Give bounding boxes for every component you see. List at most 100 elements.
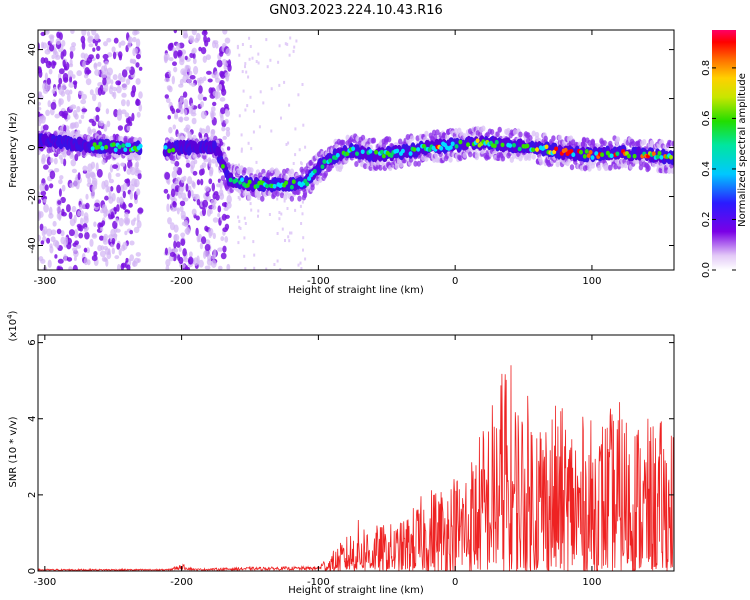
spectrogram-noise-blob: [199, 242, 203, 250]
spectrogram-noise-blob: [58, 77, 63, 85]
spectrogram-faint-dot: [246, 104, 249, 108]
spectrogram-halo-blob: [171, 155, 176, 162]
spectrogram-peak-blob: [408, 151, 413, 156]
spectrogram-halo-blob: [489, 129, 495, 135]
spectrogram-peak-blob: [535, 147, 539, 152]
spectrogram-faint-dot: [249, 202, 252, 206]
spectrogram-noise-blob: [84, 67, 90, 76]
spectrogram-noise-blob: [80, 99, 87, 105]
spectrogram-noise-blob: [205, 192, 210, 197]
spectrogram-peak-blob: [669, 155, 673, 160]
spectrogram-noise-blob: [66, 93, 71, 102]
spectrogram-noise-blob: [68, 266, 73, 270]
y-tick-label: 20: [27, 92, 38, 105]
spectrogram-halo-blob: [557, 134, 563, 141]
spectrogram-noise-blob: [63, 124, 67, 133]
spectrogram-noise-blob: [98, 120, 104, 127]
spectrogram-noise-blob: [200, 178, 204, 186]
spectrogram-noise-blob: [103, 41, 108, 47]
spectrogram-halo-blob: [569, 164, 575, 171]
spectrogram-halo-blob: [410, 135, 415, 142]
spectrogram-noise-blob: [174, 248, 179, 253]
spectrogram-noise-blob: [48, 34, 55, 40]
spectrogram-peak-blob: [104, 144, 109, 150]
spectrogram-faint-dot: [240, 133, 243, 137]
spectrogram-noise-blob: [127, 40, 132, 49]
spectrogram-halo-blob: [302, 192, 308, 199]
spectrogram-halo-blob: [399, 161, 404, 168]
spectrogram-peak-blob: [512, 143, 516, 148]
spectrogram-faint-dot: [251, 56, 254, 60]
spectrogram-noise-blob: [103, 257, 108, 262]
spectrogram-noise-blob: [70, 30, 75, 34]
spectrogram-peak-blob: [163, 145, 168, 150]
spectrogram-noise-blob: [191, 47, 197, 54]
spectrogram-noise-blob: [190, 160, 196, 170]
spectrogram-faint-dot: [300, 162, 303, 166]
spectrogram-noise-blob: [49, 157, 54, 163]
spectrogram-noise-blob: [124, 178, 130, 184]
spectrogram-noise-blob: [55, 51, 59, 58]
spectrogram-noise-blob: [174, 114, 179, 120]
spectrogram-noise-blob: [135, 188, 141, 196]
spectrogram-halo-blob: [318, 176, 323, 183]
spectrogram-noise-blob: [176, 207, 180, 215]
spectrogram-noise-blob: [189, 251, 193, 258]
spectrogram-faint-dot: [278, 217, 281, 221]
spectrogram-noise-blob: [224, 118, 229, 125]
spectrogram-peak-blob: [590, 155, 595, 160]
x-tick-label: 0: [452, 577, 458, 588]
spectrogram-noise-blob: [57, 200, 62, 205]
spectrogram-noise-blob: [85, 202, 90, 210]
spectrogram-halo-blob: [602, 140, 607, 147]
spectrogram-noise-blob: [61, 184, 66, 192]
spectrogram-noise-blob: [178, 246, 182, 252]
spectrogram-noise-blob: [87, 35, 94, 41]
spectrogram-faint-dot: [240, 149, 243, 153]
spectrogram-peak-blob: [657, 151, 662, 156]
spectrogram-noise-blob: [193, 65, 199, 75]
spectrogram-noise-blob: [115, 80, 122, 86]
spectrogram-noise-blob: [188, 70, 193, 76]
spectrogram-noise-blob: [170, 188, 176, 198]
spectrogram-noise-blob: [188, 256, 194, 265]
spectrogram-halo-blob: [462, 133, 467, 140]
spectrogram-noise-blob: [51, 89, 56, 94]
spectrogram-noise-blob: [203, 34, 208, 44]
spectrogram-peak-blob: [395, 148, 400, 154]
spectrogram-noise-blob: [63, 254, 68, 262]
snr-y-label: SNR (10 * v/v): [8, 416, 19, 487]
spectrogram-halo-blob: [279, 192, 285, 199]
spectrogram-noise-blob: [108, 234, 114, 240]
spectrogram-noise-blob: [80, 210, 84, 217]
spectrogram-noise-blob: [44, 49, 51, 55]
spectrogram-noise-blob: [193, 257, 199, 266]
spectrogram-faint-dot: [302, 248, 304, 252]
spectrogram-noise-blob: [164, 77, 171, 83]
spectrogram-faint-dot: [286, 42, 289, 46]
spectrogram-noise-blob: [190, 112, 197, 117]
spectrogram-noise-blob: [76, 70, 82, 77]
spectrogram-noise-blob: [74, 113, 79, 120]
y-tick-label: -20: [27, 188, 38, 204]
spectrogram-peak-blob: [554, 146, 559, 152]
spectrogram-noise-blob: [111, 237, 116, 245]
spectrogram-faint-dot: [288, 53, 291, 57]
spectrogram-noise-blob: [132, 36, 137, 43]
spectrogram-faint-dot: [248, 57, 251, 61]
spectrogram-noise-blob: [169, 222, 175, 231]
spectrogram-noise-blob: [227, 63, 232, 72]
spectrogram-noise-blob: [52, 49, 56, 56]
spectrogram-noise-blob: [212, 217, 219, 223]
spectrogram-noise-blob: [69, 75, 73, 84]
spectrogram-noise-blob: [69, 58, 73, 66]
spectrogram-noise-blob: [48, 212, 54, 219]
spectrogram-noise-blob: [187, 189, 191, 199]
spectrogram-noise-blob: [61, 40, 66, 47]
spectrogram-noise-blob: [102, 206, 108, 214]
spectrogram-faint-dot: [270, 87, 273, 91]
spectrogram-noise-blob: [101, 71, 107, 80]
spectrogram-halo-blob: [608, 164, 613, 171]
spectrogram-halo-blob: [587, 165, 592, 172]
